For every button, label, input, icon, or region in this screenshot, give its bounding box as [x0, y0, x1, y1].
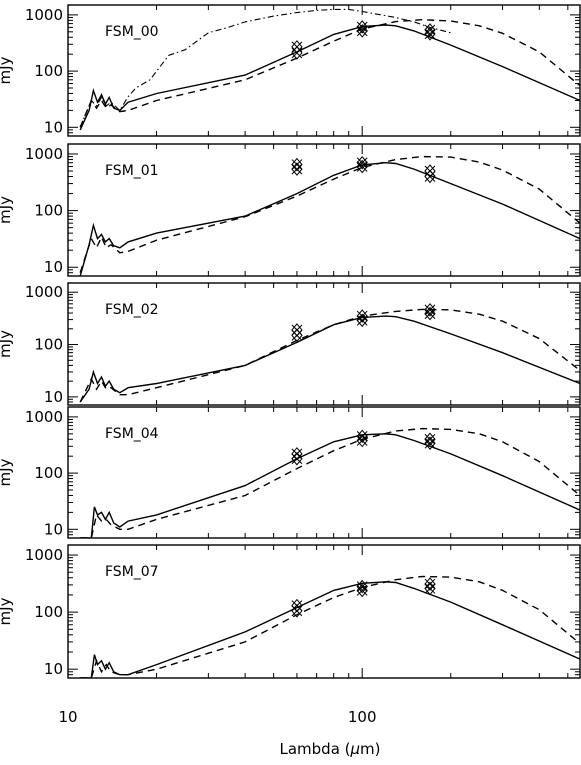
data-point [424, 432, 436, 447]
series-solid [80, 581, 580, 678]
series-dashed [79, 18, 580, 128]
y-tick-label: 10 [44, 520, 63, 538]
y-tick-label: 10 [44, 660, 63, 678]
y-axis-label: mJy [0, 56, 14, 84]
data-point [424, 581, 436, 596]
panel-frame [67, 406, 581, 539]
y-tick-label: 1000 [25, 408, 63, 426]
y-tick-label: 10 [44, 118, 63, 136]
y-axis-label: mJy [0, 458, 14, 486]
y-axis-label: mJy [0, 597, 14, 625]
series-solid [79, 161, 580, 276]
panel-label: FSM_07 [105, 564, 159, 580]
panel-frame [67, 4, 581, 137]
panel-fsm-00: 10 100 1000 mJy FSM_00 [0, 4, 581, 137]
panel-frame [67, 143, 581, 277]
series-dashed [79, 308, 580, 403]
y-tick-label: 100 [34, 464, 63, 482]
x-tick-label: 100 [348, 708, 377, 726]
panel-fsm-04: 10 100 1000 mJy FSM_04 [0, 406, 581, 539]
panel-fsm-01: 10 100 1000 mJy FSM_01 [0, 143, 581, 277]
y-tick-label: 1000 [25, 546, 63, 564]
data-point [356, 159, 368, 174]
y-tick-label: 100 [34, 202, 63, 220]
data-point [356, 20, 368, 34]
data-point [356, 309, 368, 323]
panel-fsm-07: 10 100 1000 mJy FSM_07 [0, 544, 581, 679]
data-point [424, 577, 436, 591]
panel-frame [67, 282, 581, 406]
y-tick-label: 100 [34, 336, 63, 354]
data-point [356, 429, 368, 444]
y-tick-label: 1000 [25, 145, 63, 163]
panel-label: FSM_00 [105, 24, 159, 40]
y-tick-label: 10 [44, 388, 63, 406]
data-point [424, 23, 436, 37]
series-dashed [79, 155, 580, 273]
panels: 101001000mJyFSM_00101001000mJyFSM_011010… [0, 4, 581, 679]
data-point [424, 306, 436, 321]
data-point [356, 579, 368, 594]
data-point [291, 451, 303, 466]
panel-fsm-02: 10 100 1000 mJy FSM_02 [0, 282, 581, 406]
y-tick-label: 100 [34, 62, 63, 80]
data-point [424, 303, 436, 317]
data-point [424, 436, 436, 451]
panel-label: FSM_01 [105, 163, 159, 179]
data-point [424, 27, 436, 41]
series-solid [80, 433, 580, 538]
x-axis: 10 100 [58, 708, 376, 726]
x-axis-label: Lambda (μm) [279, 740, 380, 758]
series-solid [79, 315, 580, 403]
data-point [356, 155, 368, 170]
panel-frame [67, 544, 581, 679]
y-axis-label: mJy [0, 330, 14, 358]
series-dashdot [79, 8, 451, 128]
data-point [424, 169, 436, 184]
panel-label: FSM_02 [105, 302, 159, 318]
y-tick-label: 1000 [25, 6, 63, 24]
y-tick-label: 100 [34, 603, 63, 621]
data-point [356, 433, 368, 448]
data-point [356, 24, 368, 38]
data-point [291, 604, 303, 618]
series-dashed [80, 575, 580, 678]
series-dashed [80, 427, 580, 538]
data-point [291, 162, 303, 176]
y-tick-label: 10 [44, 258, 63, 276]
data-point [356, 583, 368, 598]
data-point [291, 328, 303, 343]
data-point [356, 313, 368, 328]
data-point [291, 46, 303, 60]
series-solid [79, 24, 580, 131]
y-axis-label: mJy [0, 196, 14, 224]
panel-label: FSM_04 [105, 426, 159, 442]
y-tick-label: 1000 [25, 283, 63, 301]
x-tick-label: 10 [58, 708, 77, 726]
